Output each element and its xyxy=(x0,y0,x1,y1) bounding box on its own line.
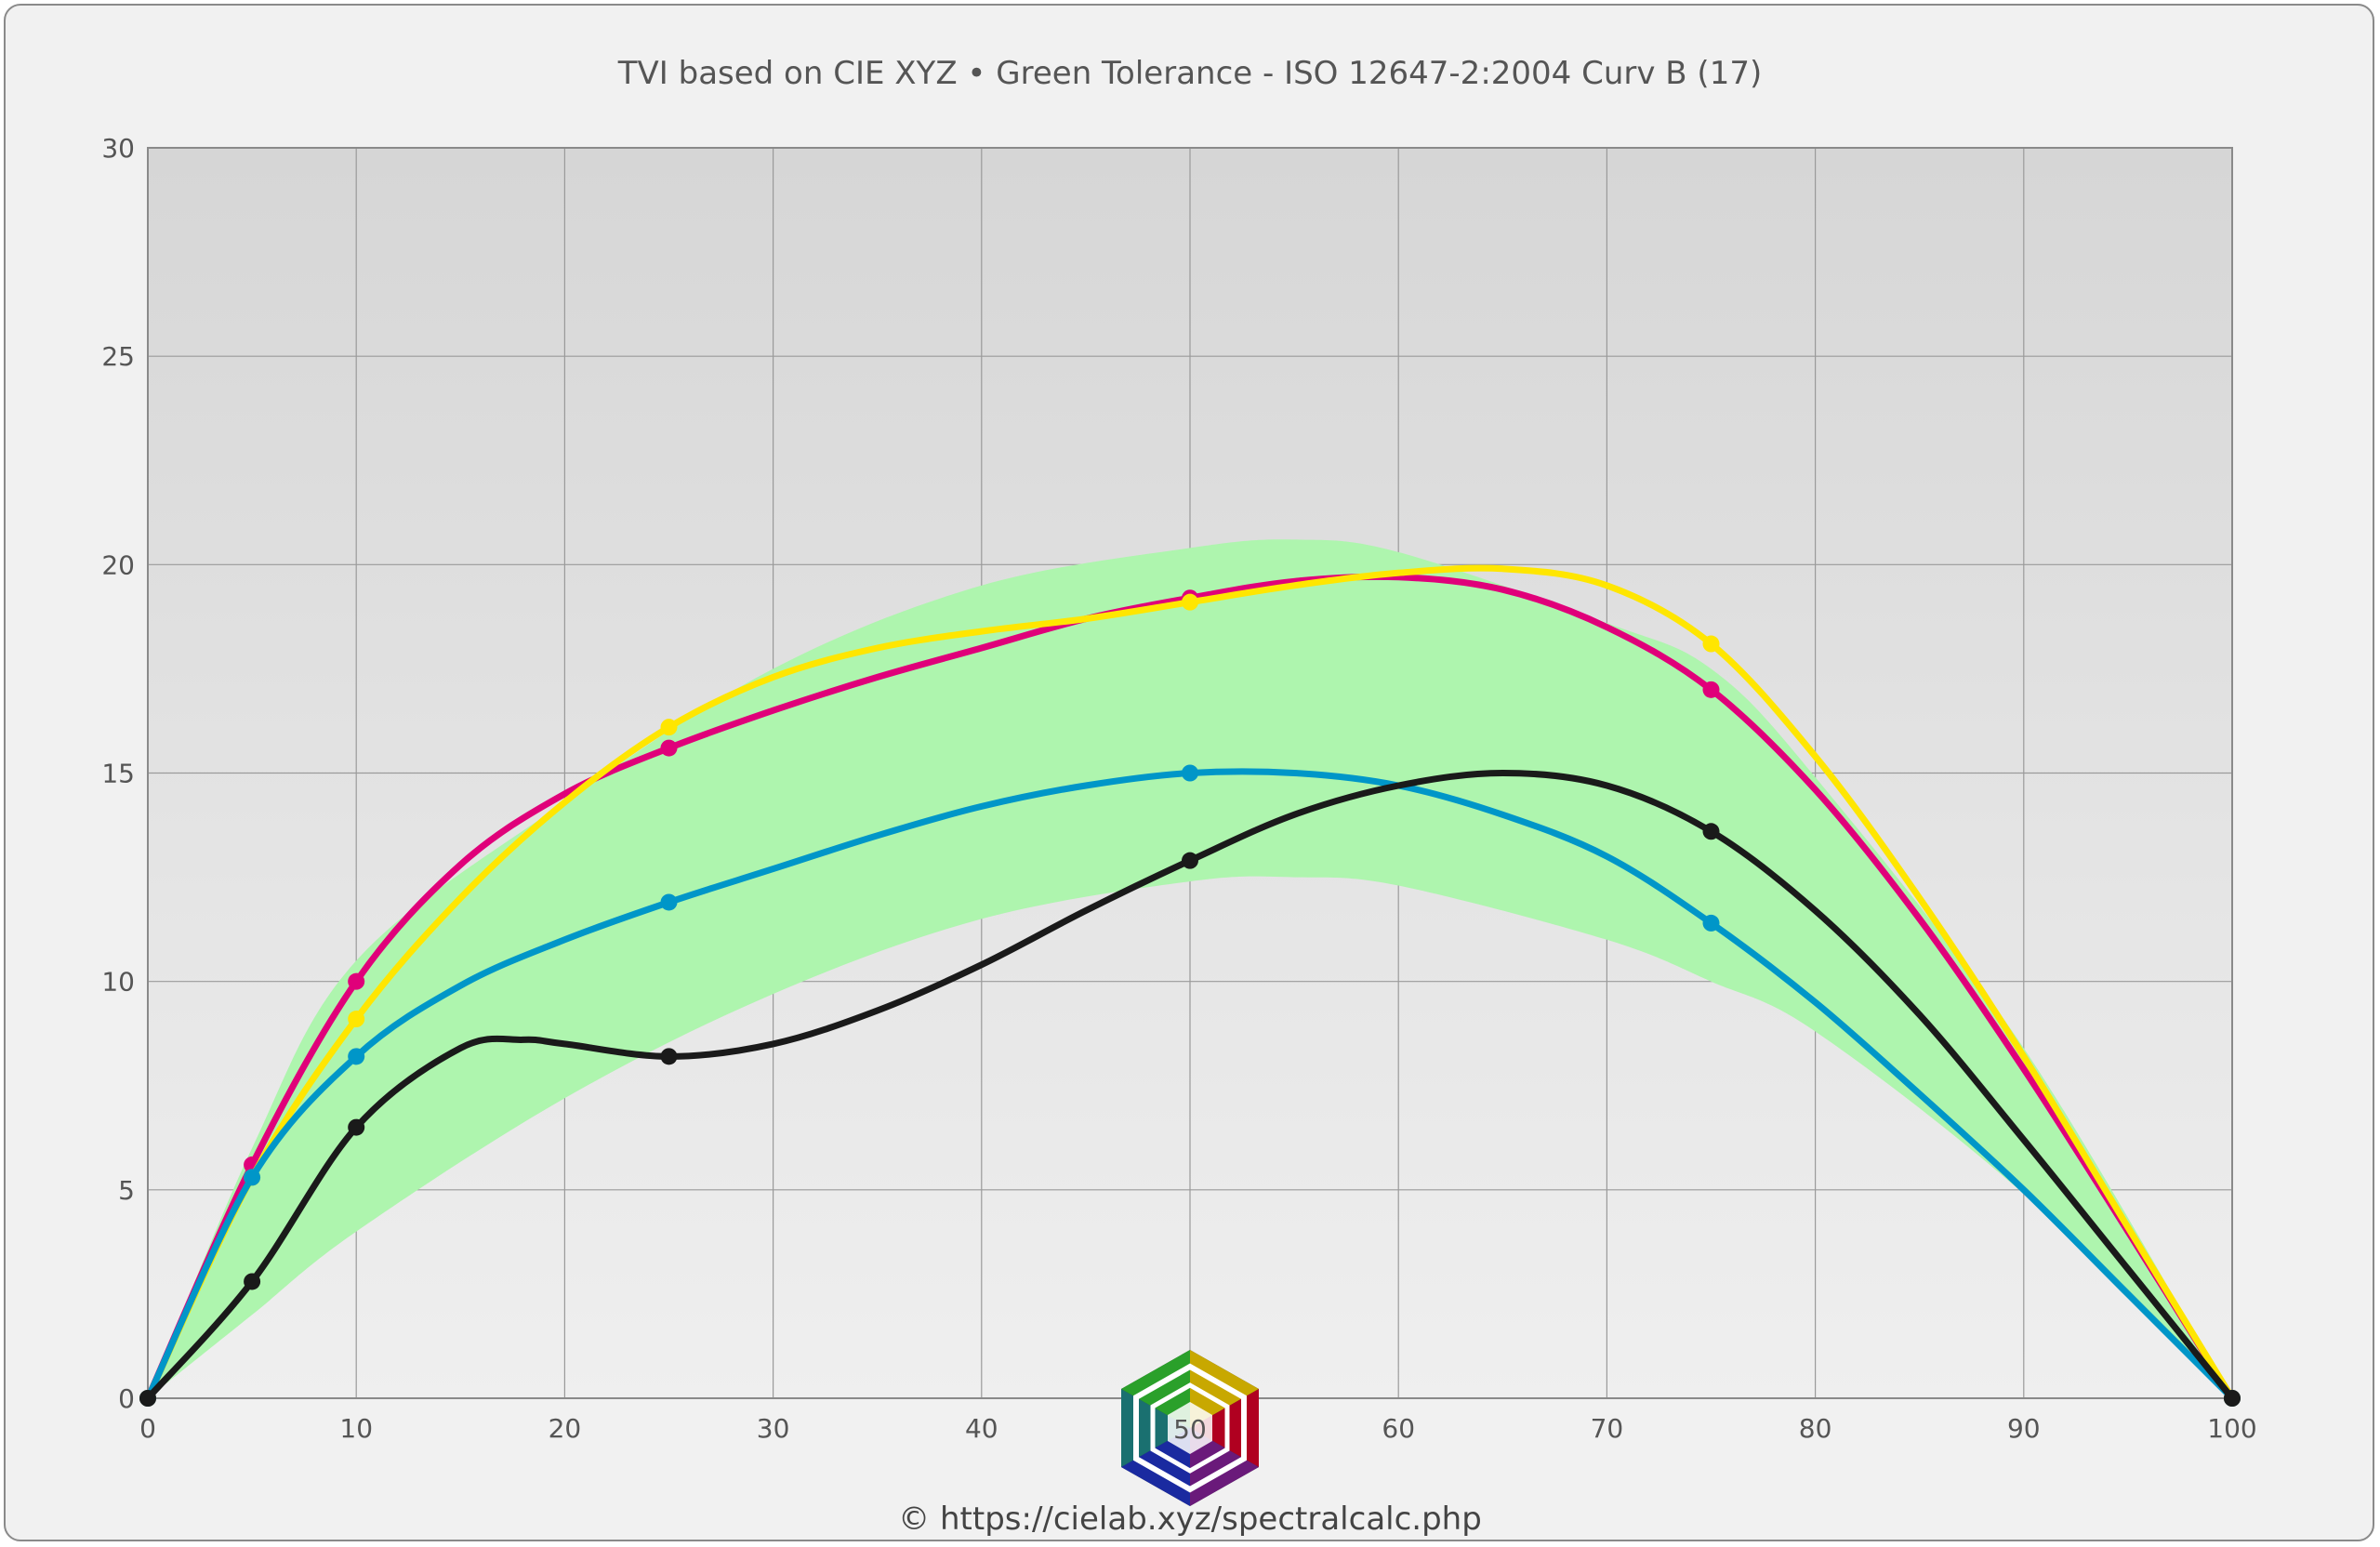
x-tick-label-6: 60 xyxy=(1382,1413,1415,1444)
series-0-point-5 xyxy=(1702,681,1720,698)
series-3-point-5 xyxy=(1702,823,1720,840)
y-tick-label-1: 5 xyxy=(118,1175,135,1206)
series-2-point-1 xyxy=(244,1169,261,1186)
chart-title: TVI based on CIE XYZ • Green Tolerance -… xyxy=(617,55,1762,92)
y-tick-label-3: 15 xyxy=(101,759,135,789)
series-0-point-3 xyxy=(660,739,678,757)
series-3 xyxy=(139,770,2241,1407)
series-1-point-3 xyxy=(660,719,678,736)
series-2-point-4 xyxy=(1182,764,1198,782)
spectralcalc-logo-icon: 50 xyxy=(1121,1350,1259,1506)
series-3-point-2 xyxy=(348,1118,365,1136)
series-1-point-4 xyxy=(1182,593,1198,611)
series-2-point-2 xyxy=(348,1048,365,1065)
x-tick-label-8: 80 xyxy=(1799,1413,1832,1444)
series-2-point-5 xyxy=(1702,914,1720,932)
y-tick-label-4: 20 xyxy=(101,549,135,580)
series-1-point-5 xyxy=(1702,635,1720,653)
x-tick-label-7: 70 xyxy=(1591,1413,1624,1444)
y-tick-label-6: 30 xyxy=(101,133,135,164)
x-tick-label-0: 0 xyxy=(139,1413,156,1444)
x-tick-label-3: 30 xyxy=(757,1413,790,1444)
x-tick-label-2: 20 xyxy=(549,1413,582,1444)
series-layer xyxy=(139,564,2241,1407)
series-1-point-2 xyxy=(348,1011,365,1028)
y-tick-label-0: 0 xyxy=(118,1383,135,1414)
x-tick-label-9: 90 xyxy=(2007,1413,2041,1444)
y-tick-label-2: 10 xyxy=(101,967,135,998)
series-3-line xyxy=(144,770,2236,1402)
credit-link[interactable]: © https://cielab.xyz/spectralcalc.php xyxy=(898,1501,1482,1538)
series-0-point-2 xyxy=(348,972,365,990)
logo-value: 50 xyxy=(1173,1414,1207,1445)
series-3-point-0 xyxy=(139,1390,156,1407)
x-tick-label-10: 100 xyxy=(2207,1413,2256,1444)
series-3-point-1 xyxy=(244,1273,261,1290)
series-2-point-3 xyxy=(660,893,678,911)
x-tick-label-4: 40 xyxy=(965,1413,998,1444)
y-tick-label-5: 25 xyxy=(101,341,135,372)
x-tick-label-1: 10 xyxy=(339,1413,373,1444)
series-3-point-4 xyxy=(1182,852,1198,869)
series-3-point-6 xyxy=(2224,1390,2241,1407)
y-axis-ticks: 0 5 10 15 20 25 30 xyxy=(101,133,135,1414)
series-3-point-3 xyxy=(660,1048,678,1065)
